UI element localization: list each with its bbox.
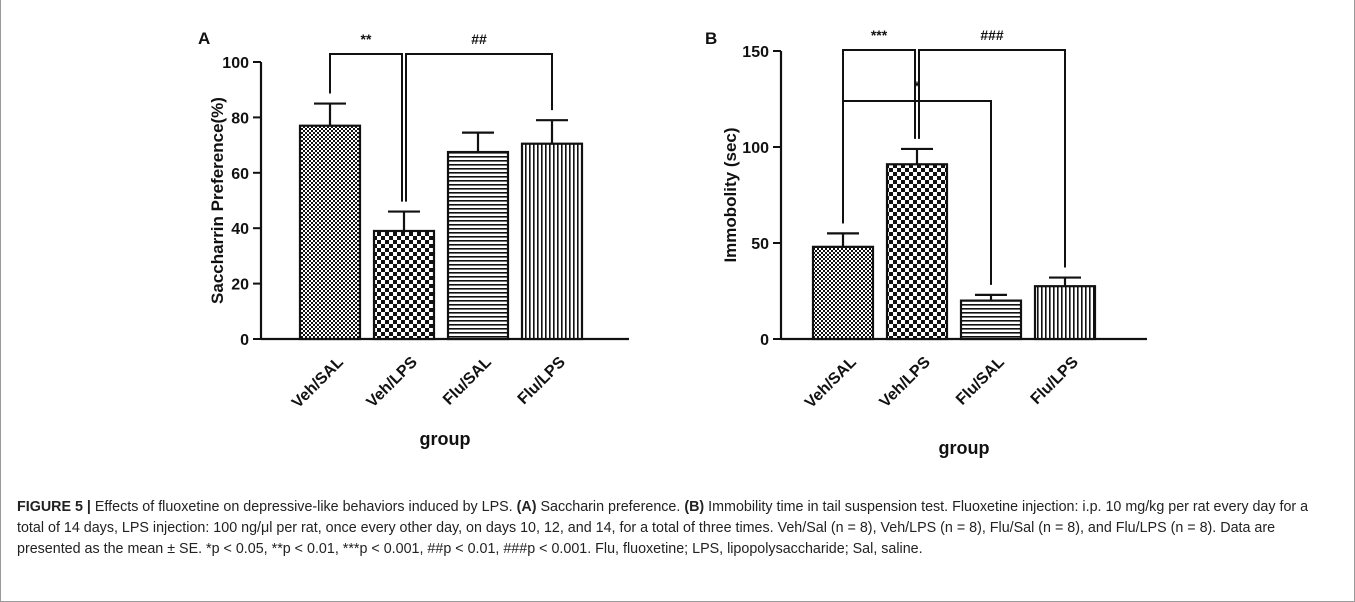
- panel-b-y-tick-label: 50: [751, 236, 769, 253]
- panel-b-significance-label-1: ***: [871, 27, 888, 43]
- panel-b-x-tick-label-3: Flu/SAL: [953, 354, 1008, 409]
- panel-b-x-axis-label: group: [939, 438, 990, 458]
- panel-b-bar-2: [885, 163, 949, 341]
- panel-a-letter: A: [198, 29, 210, 48]
- panel-a-y-axis-label: Saccharrin Preference(%): [208, 97, 227, 304]
- panel-a-y-tick-label: 0: [240, 332, 249, 349]
- panel-a-significance-bracket-2: [405, 53, 553, 202]
- panel-a-y-tick-label: 60: [231, 166, 249, 183]
- panel-b-x-tick-label-1: Veh/SAL: [802, 354, 860, 412]
- panel-a-y-tick-label: 100: [222, 55, 249, 72]
- caption-lead: Effects of fluoxetine on depressive-like…: [90, 499, 517, 515]
- panel-b-y-tick-label: 0: [760, 332, 769, 349]
- panel-b-bar-4: [1033, 285, 1097, 341]
- panel-b-x-tick-label-4: Flu/LPS: [1028, 354, 1082, 408]
- panel-b-significance-bracket-2: [918, 49, 1066, 268]
- panel-a-bar-2: [372, 229, 436, 341]
- panel-a-significance-bracket-1: [329, 53, 403, 202]
- panel-a-x-axis-label: group: [420, 429, 471, 449]
- panel-b-letter: B: [705, 29, 717, 48]
- panel-a-bar-1: [298, 124, 362, 341]
- caption-figure-label: FIGURE 5 |: [17, 499, 91, 515]
- panel-a-y-tick-label: 20: [231, 277, 249, 294]
- panel-a-bar-3: [446, 150, 510, 341]
- panel-b-significance-label-2: ###: [980, 27, 1004, 43]
- panel-a-significance-label-2: ##: [471, 31, 487, 47]
- panel-b-y-axis-label: Immobolity (sec): [721, 127, 740, 262]
- panel-b-significance-label-3: *: [914, 78, 920, 94]
- panel-a-bar-4: [520, 142, 584, 341]
- panel-a-x-tick-label-2: Veh/LPS: [364, 354, 422, 412]
- figure-caption: FIGURE 5 | Effects of fluoxetine on depr…: [17, 497, 1337, 560]
- panel-a-x-tick-label-3: Flu/SAL: [440, 354, 495, 409]
- panel-a-x-tick-label-1: Veh/SAL: [289, 354, 347, 412]
- panel-a-x-tick-label-4: Flu/LPS: [515, 354, 569, 408]
- caption-panel-a-label: (A): [516, 499, 537, 515]
- panel-a-y-tick-label: 40: [231, 221, 249, 238]
- panel-b-bar-1: [811, 245, 875, 341]
- chart-canvas: A 0 20 40 60 80 100 Saccharrin Preference(%) Veh…: [198, 27, 1147, 458]
- panel-a-significance-label-1: **: [361, 31, 372, 47]
- caption-panel-b-text: Immobility time in tail suspension test.…: [17, 499, 1309, 557]
- panel-b-x-tick-label-2: Veh/LPS: [877, 354, 935, 412]
- panel-b-y-tick-label: 100: [742, 140, 769, 157]
- panel-a-y-tick-label: 80: [231, 110, 249, 127]
- caption-panel-b-label: (B): [684, 499, 705, 515]
- panel-b-bar-3: [959, 299, 1023, 341]
- panel-b-y-tick-label: 150: [742, 44, 769, 61]
- caption-panel-a-text: Saccharin preference.: [536, 499, 685, 515]
- panel-b-significance-bracket-3: [842, 100, 992, 285]
